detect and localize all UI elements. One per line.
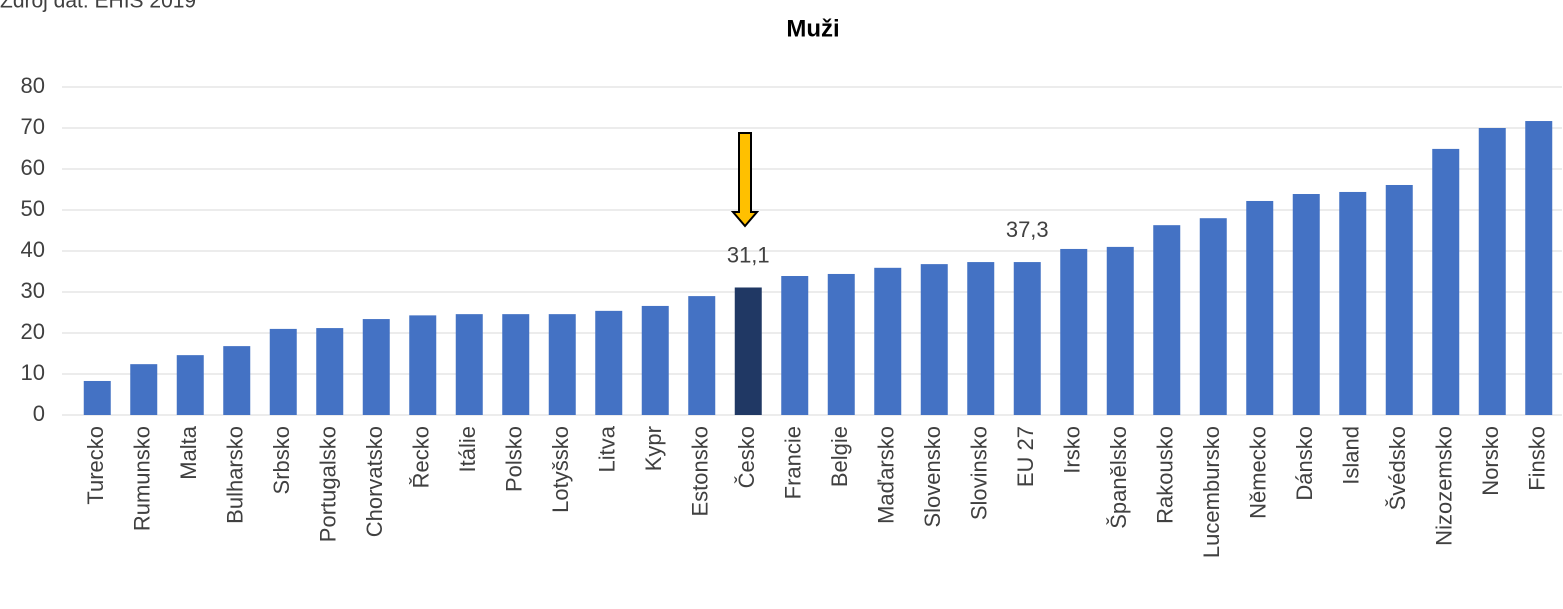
bar [827, 273, 855, 415]
x-tick-label: Portugalsko [316, 426, 341, 542]
bar [362, 319, 390, 415]
x-tick-label: Belgie [827, 426, 852, 487]
plot-area: 0 10 20 30 40 50 60 70 80 Turecko Rumunsko Malta Bul… [21, 73, 1562, 558]
x-tick-label: Maďarsko [874, 426, 899, 524]
bar [223, 346, 251, 415]
x-tick-label: Malta [176, 425, 201, 480]
x-tick-label: Lucembursko [1199, 426, 1224, 558]
bar [83, 380, 111, 415]
x-tick-label: Rumunsko [130, 426, 155, 531]
y-tick-label: 0 [33, 401, 45, 426]
bar [781, 276, 809, 415]
chart-title: Muži [786, 15, 839, 42]
bar [1432, 148, 1460, 415]
x-tick-label: Irsko [1060, 426, 1085, 474]
y-tick-label: 40 [21, 237, 45, 262]
bar [548, 314, 576, 415]
x-tick-label: EU 27 [1013, 426, 1038, 487]
x-tick-label: Německo [1246, 426, 1271, 519]
bar [409, 315, 437, 415]
bar [1153, 225, 1181, 415]
bar [1478, 128, 1506, 415]
bar [641, 305, 669, 415]
x-tick-label: Estonsko [688, 426, 713, 517]
x-tick-label: Slovensko [920, 426, 945, 528]
x-tick-label: Slovinsko [967, 426, 992, 520]
bar [316, 328, 344, 415]
y-tick-label: 80 [21, 73, 45, 98]
x-tick-label: Rakousko [1153, 426, 1178, 524]
bar [688, 296, 716, 415]
x-tick-label: Kypr [641, 426, 666, 471]
bar [1246, 200, 1274, 415]
bar [1013, 262, 1041, 415]
bar [734, 287, 762, 415]
y-tick-label: 10 [21, 360, 45, 385]
x-tick-label: Nizozemsko [1432, 426, 1457, 546]
x-tick-label: Finsko [1525, 426, 1550, 491]
x-tick-label: Dánsko [1292, 426, 1317, 501]
bar [176, 355, 204, 415]
bar [874, 267, 902, 415]
bar [130, 364, 158, 415]
x-tick-label: Turecko [83, 426, 108, 505]
y-tick-label: 20 [21, 319, 45, 344]
y-tick-label: 60 [21, 155, 45, 180]
bar [1199, 218, 1227, 415]
x-tick-label: Chorvatsko [362, 426, 387, 537]
y-tick-label: 50 [21, 196, 45, 221]
x-tick-label: Česko [734, 426, 759, 488]
x-tick-label: Island [1339, 426, 1364, 485]
x-tick-label: Francie [781, 426, 806, 499]
x-tick-label: Srbsko [269, 426, 294, 494]
y-tick-label: 30 [21, 278, 45, 303]
bar [920, 264, 948, 415]
x-tick-label: Španělsko [1106, 426, 1131, 529]
bar [1339, 191, 1367, 415]
bar [1525, 121, 1553, 415]
data-label: 31,1 [727, 242, 770, 267]
x-tick-label: Lotyšsko [548, 426, 573, 513]
bar [967, 262, 995, 415]
data-label: 37,3 [1006, 217, 1049, 242]
x-tick-label: Bulharsko [223, 426, 248, 524]
bar [502, 314, 530, 415]
bar [1060, 248, 1088, 415]
x-tick-label: Švédsko [1385, 426, 1410, 510]
bar [455, 314, 483, 415]
x-tick-label: Norsko [1478, 426, 1503, 496]
x-tick-label: Itálie [455, 426, 480, 472]
x-tick-label: Řecko [409, 426, 434, 488]
bar [595, 310, 623, 415]
highlight-arrow [730, 132, 760, 228]
source-note: Zdroj dat: EHIS 2019 [0, 0, 196, 13]
x-tick-label: Polsko [502, 426, 527, 492]
bar [1292, 194, 1320, 415]
bar [269, 328, 297, 415]
x-tick-label: Litva [595, 425, 620, 472]
bar [1106, 246, 1134, 415]
y-tick-label: 70 [21, 114, 45, 139]
bar [1385, 184, 1413, 415]
